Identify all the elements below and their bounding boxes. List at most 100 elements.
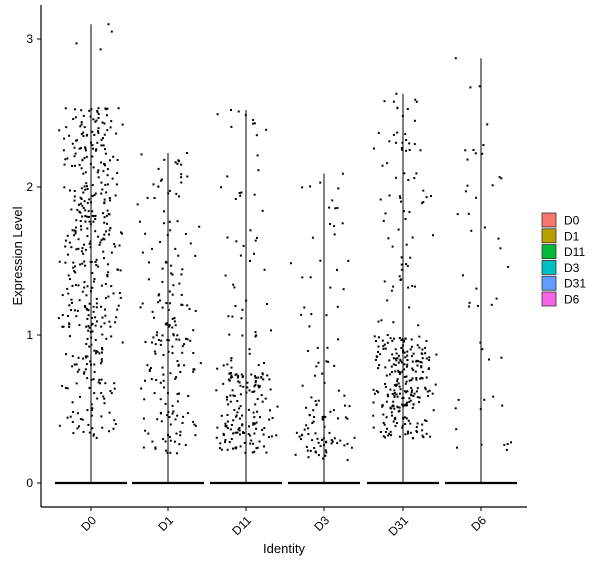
data-point <box>414 370 417 373</box>
data-point <box>176 360 179 362</box>
data-point <box>405 263 408 266</box>
data-point <box>462 274 464 277</box>
data-point <box>236 400 239 402</box>
data-point <box>321 372 324 375</box>
data-point <box>194 434 197 437</box>
data-point <box>103 238 106 241</box>
data-point <box>106 222 108 225</box>
data-point <box>103 198 106 201</box>
data-point <box>468 301 471 304</box>
data-point <box>153 197 156 199</box>
data-point <box>253 252 255 255</box>
data-point <box>506 443 509 445</box>
data-point <box>70 298 73 301</box>
data-point <box>406 404 409 407</box>
data-point <box>401 361 403 364</box>
data-point <box>396 131 399 134</box>
data-point <box>255 421 258 424</box>
data-point <box>260 376 263 379</box>
data-point <box>410 355 413 358</box>
data-point <box>339 439 342 442</box>
data-point <box>386 162 389 165</box>
data-point <box>82 135 85 137</box>
data-point <box>85 155 88 158</box>
data-point <box>144 232 147 235</box>
data-point <box>174 377 177 380</box>
data-point <box>253 122 256 125</box>
data-point <box>71 421 74 423</box>
data-point <box>395 141 397 144</box>
data-point <box>405 365 408 368</box>
data-point <box>97 131 100 134</box>
data-point <box>80 225 82 228</box>
data-point <box>57 317 60 320</box>
data-point <box>183 364 186 367</box>
data-point <box>227 315 230 318</box>
data-point <box>389 388 392 391</box>
data-point <box>315 403 318 406</box>
data-point <box>174 247 177 250</box>
data-point <box>505 448 508 451</box>
data-point <box>169 229 172 232</box>
data-point <box>425 357 428 360</box>
data-point <box>325 314 328 317</box>
data-point <box>422 436 425 439</box>
data-point <box>405 417 408 420</box>
data-point <box>75 363 78 366</box>
data-point <box>172 284 175 287</box>
data-point <box>86 133 88 136</box>
data-point <box>77 238 80 241</box>
data-point <box>393 389 396 392</box>
data-point <box>80 133 83 136</box>
x-tick-label: D1 <box>155 513 176 534</box>
data-point <box>326 346 329 349</box>
data-point <box>63 163 66 166</box>
data-point <box>261 428 264 431</box>
data-point <box>275 434 278 437</box>
data-point <box>397 228 400 231</box>
data-point <box>420 352 423 355</box>
data-point <box>105 337 108 340</box>
data-point <box>70 246 73 249</box>
x-tick-label: D0 <box>78 513 99 534</box>
data-point <box>80 167 83 170</box>
data-point <box>161 280 164 283</box>
data-point <box>141 302 144 305</box>
data-point <box>415 377 418 379</box>
data-point <box>381 339 384 342</box>
data-point <box>91 427 94 430</box>
data-point <box>413 119 416 122</box>
data-point <box>99 382 102 385</box>
data-point <box>252 442 255 445</box>
data-point <box>424 352 427 355</box>
data-point <box>230 109 232 111</box>
data-point <box>391 353 394 356</box>
data-point <box>176 334 179 337</box>
data-point <box>414 285 416 288</box>
data-point <box>104 152 107 155</box>
data-point <box>319 259 322 262</box>
data-point <box>313 416 315 418</box>
data-point <box>98 352 101 355</box>
data-point <box>400 268 403 271</box>
data-point <box>192 352 195 354</box>
data-point <box>383 343 386 346</box>
data-point <box>300 438 302 441</box>
data-point <box>147 432 150 435</box>
data-point <box>71 142 74 145</box>
data-point <box>398 195 401 198</box>
data-point <box>109 227 112 229</box>
data-point <box>108 233 110 236</box>
data-point <box>89 260 92 263</box>
data-point <box>337 417 339 420</box>
data-point <box>84 356 87 359</box>
data-point <box>413 177 416 180</box>
data-point <box>295 431 298 434</box>
data-point <box>105 191 108 194</box>
data-point <box>144 429 147 432</box>
data-point <box>397 370 400 373</box>
data-point <box>151 310 154 313</box>
data-point <box>154 446 157 449</box>
data-point <box>160 179 163 182</box>
data-point <box>94 230 97 233</box>
